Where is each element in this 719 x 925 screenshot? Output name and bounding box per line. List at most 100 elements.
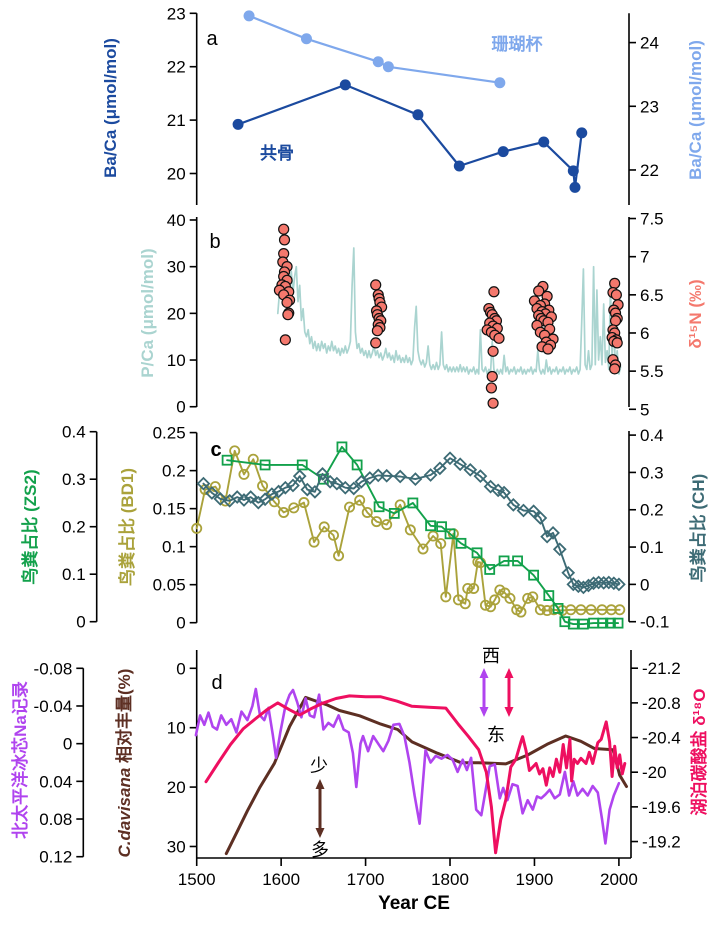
tick-label-c_bd1: 0 — [176, 614, 185, 633]
marker-guano-CH — [497, 485, 511, 500]
marker-guano-BD1 — [318, 521, 330, 533]
axis-title-b-left: P/Ca (μmol/mol) — [138, 248, 157, 377]
tick-label-a_left: 20 — [167, 164, 186, 183]
tick-label-d_na: 0.12 — [39, 848, 72, 867]
marker-guano-BD1 — [371, 516, 383, 528]
marker-guano-BD1 — [327, 529, 339, 541]
marker-guano-BD1 — [288, 502, 300, 514]
marker-guano-CH — [286, 478, 300, 493]
arrow-few-many-brown-head-top — [315, 779, 325, 789]
panel-letter-b: b — [209, 231, 220, 253]
x-tick-label: 1500 — [178, 870, 216, 889]
marker-guano-ZS2 — [578, 618, 589, 630]
series-cdavisana — [224, 695, 628, 856]
marker-guano-CH — [371, 468, 386, 483]
marker-coenosteum-BaCa — [576, 127, 588, 139]
panel-letter-a: a — [206, 28, 218, 50]
tick-label-b_left: 0 — [176, 398, 185, 417]
marker-guano-CH — [473, 469, 488, 484]
marker-guano-BD1 — [462, 582, 474, 594]
marker-guano-BD1 — [417, 543, 429, 555]
marker-guano-BD1 — [614, 604, 626, 616]
marker-coenosteum-BaCa — [497, 146, 509, 158]
marker-guano-BD1 — [278, 506, 290, 518]
marker-guano-BD1 — [527, 591, 539, 603]
marker-d15N-dots — [278, 223, 290, 235]
marker-guano-BD1 — [435, 538, 447, 550]
tick-label-c_zs2: 0.2 — [62, 518, 86, 537]
marker-guano-ZS2 — [425, 520, 436, 532]
tick-label-d_cdav: 10 — [167, 719, 186, 738]
marker-d15N-dots — [542, 343, 554, 355]
arrow-west-east-violet-head-bottom — [479, 707, 489, 717]
marker-guano-CH — [581, 578, 596, 593]
marker-guano-BD1 — [479, 599, 491, 611]
marker-guano-CH — [243, 490, 258, 504]
marker-d15N-dots — [485, 382, 497, 394]
marker-d15N-dots — [609, 277, 621, 289]
marker-guano-ZS2 — [543, 590, 555, 601]
marker-guano-BD1 — [522, 592, 534, 604]
tick-label-b_right: 5.5 — [640, 362, 664, 381]
marker-guano-CH — [516, 503, 531, 518]
marker-guano-ZS2 — [221, 454, 233, 466]
tick-label-c_bd1: 0.05 — [153, 576, 186, 595]
axis-title-c-bd1: 鸟粪占比 (BD1) — [117, 468, 137, 586]
marker-guano-CH — [591, 575, 606, 590]
series-PCa-line — [276, 247, 622, 375]
marker-guano-ZS2 — [552, 603, 564, 614]
axis-title-d-na: 北太平洋冰芯Na记录 — [10, 681, 30, 839]
tick-label-d_o18: -19.2 — [642, 833, 681, 852]
x-tick-label: 2000 — [600, 870, 638, 889]
tick-label-c_ch: -0.1 — [640, 613, 669, 632]
x-tick-label: 1800 — [431, 870, 469, 889]
series-guano-BD1 — [195, 449, 621, 614]
marker-guano-BD1 — [468, 582, 480, 594]
axis-title-d-o18: 湖泊碳酸盐 δ¹⁸O — [689, 689, 709, 816]
marker-guano-CH — [576, 580, 591, 595]
label-coenosteum: 共骨 — [260, 144, 294, 163]
tick-label-a_left: 23 — [167, 4, 186, 23]
tick-label-a_left: 22 — [167, 58, 186, 77]
axis-title-a-left: Ba/Ca (μmol/mol) — [101, 38, 120, 178]
marker-guano-ZS2 — [388, 507, 400, 519]
marker-guano-CH — [213, 492, 228, 506]
tick-label-d_na: 0.08 — [39, 810, 72, 829]
marker-guano-BD1 — [534, 604, 546, 616]
tick-label-c_bd1: 0.15 — [153, 500, 186, 519]
tick-label-b_left: 30 — [167, 258, 186, 277]
marker-guano-ZS2 — [567, 618, 579, 630]
marker-d15N-dots — [610, 289, 622, 301]
marker-guano-CH — [463, 462, 478, 477]
marker-guano-CH — [483, 479, 498, 494]
marker-guano-CH — [278, 480, 293, 495]
tick-label-c_zs2: 0.4 — [62, 423, 86, 442]
marker-guano-BD1 — [489, 594, 501, 606]
marker-d15N-dots — [609, 315, 622, 327]
marker-guano-BD1 — [381, 519, 393, 531]
marker-guano-BD1 — [575, 604, 587, 616]
marker-d15N-dots — [609, 363, 621, 375]
marker-guano-CH — [315, 467, 330, 481]
marker-d15N-dots — [279, 334, 291, 346]
marker-coenosteum-BaCa — [453, 160, 465, 172]
series-coral-cup-BaCa — [248, 14, 501, 84]
marker-guano-CH — [453, 457, 468, 472]
panel-letter-c: c — [210, 439, 221, 461]
marker-d15N-dots — [488, 286, 500, 298]
tick-label-d_na: -0.04 — [34, 697, 73, 716]
marker-guano-ZS2 — [296, 459, 308, 471]
tick-label-d_o18: -19.6 — [642, 798, 681, 817]
tick-label-c_bd1: 0.1 — [162, 538, 186, 557]
series-coenosteum-BaCa — [237, 83, 583, 189]
marker-guano-CH — [533, 511, 548, 525]
marker-guano-CH — [237, 493, 251, 507]
marker-guano-BD1 — [308, 536, 320, 548]
tick-label-b_right: 6 — [640, 324, 649, 343]
x-tick-label: 1900 — [516, 870, 554, 889]
marker-guano-CH — [596, 576, 611, 590]
marker-guano-CH — [546, 526, 560, 540]
marker-guano-BD1 — [459, 598, 471, 610]
marker-guano-BD1 — [354, 494, 366, 506]
tick-label-d_cdav: 20 — [167, 778, 186, 797]
